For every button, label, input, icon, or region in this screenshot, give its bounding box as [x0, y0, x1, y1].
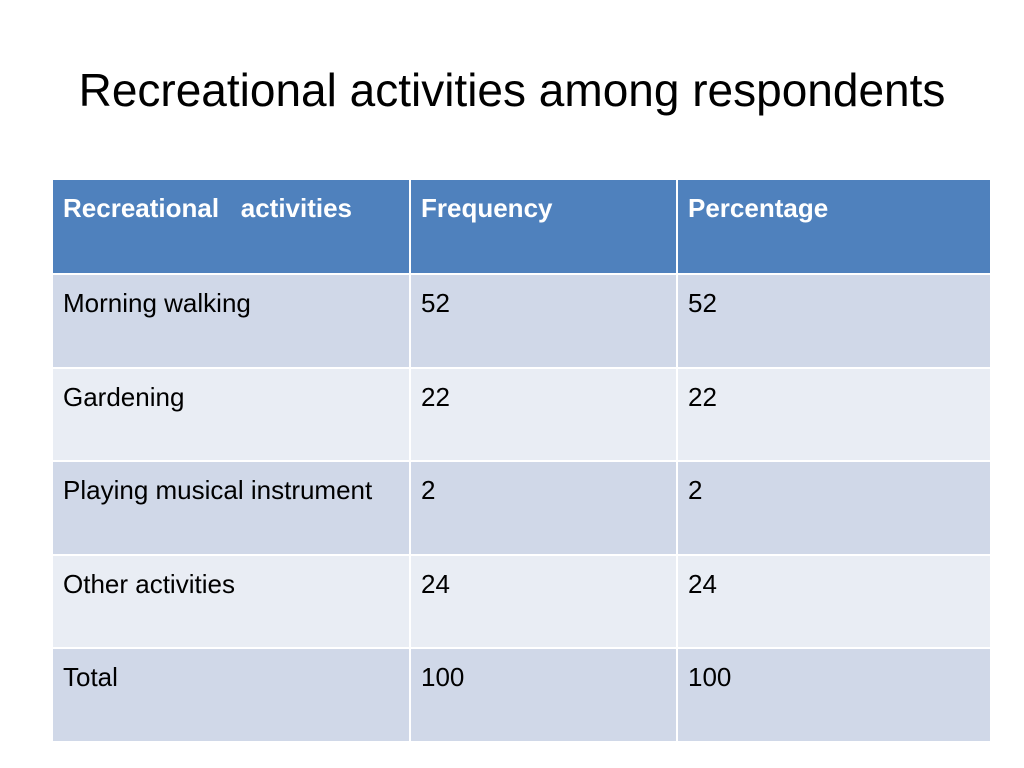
header-percentage: Percentage [676, 178, 992, 275]
table-header-row: Recreational activities Frequency Percen… [51, 178, 992, 275]
table-row-total: Total 100 100 [51, 647, 992, 743]
cell-frequency: 24 [409, 553, 678, 650]
cell-activity: Playing musical instrument [51, 460, 411, 556]
cell-frequency: 22 [409, 366, 678, 463]
cell-activity: Other activities [51, 553, 411, 650]
cell-activity: Morning walking [51, 273, 411, 369]
cell-percentage: 2 [676, 460, 992, 556]
header-recreational-activities: Recreational activities [51, 178, 411, 275]
cell-activity: Total [51, 647, 411, 743]
cell-percentage: 52 [676, 273, 992, 369]
cell-frequency: 100 [409, 647, 678, 743]
table-row: Playing musical instrument 2 2 [51, 460, 992, 556]
header-frequency: Frequency [409, 178, 678, 275]
cell-percentage: 24 [676, 553, 992, 650]
cell-frequency: 2 [409, 460, 678, 556]
slide-title: Recreational activities among respondent… [78, 64, 946, 116]
cell-percentage: 100 [676, 647, 992, 743]
table-row: Other activities 24 24 [51, 553, 992, 650]
cell-frequency: 52 [409, 273, 678, 369]
cell-percentage: 22 [676, 366, 992, 463]
table-row: Gardening 22 22 [51, 366, 992, 463]
recreational-activities-table: Recreational activities Frequency Percen… [51, 178, 992, 743]
cell-activity: Gardening [51, 366, 411, 463]
table-row: Morning walking 52 52 [51, 273, 992, 369]
